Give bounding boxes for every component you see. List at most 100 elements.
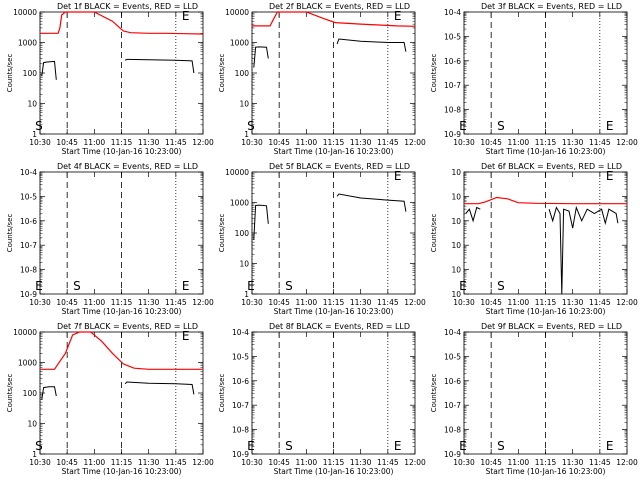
marker-e: E bbox=[394, 439, 402, 453]
y-tick-label: 10-8 bbox=[20, 266, 37, 275]
x-tick-label: 11:00 bbox=[508, 458, 530, 467]
chart-panel-2: Det 2f BLACK = Events, RED = LLD 1 10 100 10… bbox=[218, 2, 426, 156]
y-tick-label: 10-8 bbox=[232, 426, 249, 435]
y-axis-label: Counts/sec bbox=[218, 374, 226, 413]
y-tick-label: 1 bbox=[244, 130, 249, 139]
y-axis-label: Counts/sec bbox=[430, 214, 438, 253]
x-axis-label: Start Time (10-Jan-16 10:23:00) bbox=[486, 147, 606, 156]
marker-s: S bbox=[285, 439, 293, 453]
y-tick-label: 10-4 bbox=[232, 328, 249, 337]
y-tick-label: 10 bbox=[451, 241, 461, 250]
x-tick-label: 12:00 bbox=[404, 298, 426, 307]
series-line-red bbox=[252, 11, 416, 27]
marker-e: E bbox=[35, 279, 43, 293]
x-tick-label: 10:45 bbox=[480, 458, 502, 467]
y-tick-label: 10-6 bbox=[444, 377, 461, 386]
y-tick-label: 10-5 bbox=[444, 32, 461, 41]
y-tick-label: 10000 bbox=[225, 8, 249, 17]
y-tick-label: 100 bbox=[235, 69, 250, 78]
marker-e: E bbox=[459, 119, 467, 133]
y-tick-label: 10 bbox=[239, 100, 249, 109]
x-tick-label: 11:00 bbox=[84, 458, 106, 467]
marker-e: E bbox=[606, 169, 614, 183]
y-tick-label: 100 bbox=[235, 229, 250, 238]
chart-panel-5: Det 5f BLACK = Events, RED = LLD 1 10 100 10… bbox=[218, 162, 426, 316]
series-line-black bbox=[41, 60, 57, 80]
x-tick-label: 11:15 bbox=[111, 298, 133, 307]
chart-panel-9: Det 9f BLACK = Events, RED = LLD 10-9 10-8… bbox=[430, 322, 638, 476]
y-tick-label: 1000 bbox=[230, 39, 249, 48]
x-tick-label: 10:45 bbox=[268, 298, 290, 307]
x-tick-label: 11:00 bbox=[296, 458, 318, 467]
y-tick-label: 10-7 bbox=[444, 401, 461, 410]
x-tick-label: 11:45 bbox=[165, 138, 187, 147]
marker-s: S bbox=[285, 279, 293, 293]
series-line-black bbox=[548, 205, 619, 295]
x-tick-label: 11:15 bbox=[323, 458, 345, 467]
x-tick-label: 10:45 bbox=[56, 298, 78, 307]
x-axis-label: Start Time (10-Jan-16 10:23:00) bbox=[486, 307, 606, 316]
y-tick-label: 10 bbox=[27, 100, 37, 109]
y-axis-label: Counts/sec bbox=[6, 54, 14, 93]
x-axis-label: Start Time (10-Jan-16 10:23:00) bbox=[274, 147, 394, 156]
y-axis-label: Counts/sec bbox=[6, 374, 14, 413]
y-tick-label: 10-9 bbox=[444, 450, 461, 459]
marker-e: E bbox=[247, 439, 255, 453]
chart-panel-8: Det 8f BLACK = Events, RED = LLD 10-9 10-8… bbox=[218, 322, 426, 476]
x-tick-label: 11:30 bbox=[138, 298, 160, 307]
x-tick-label: 10:30 bbox=[453, 458, 475, 467]
x-tick-label: 11:30 bbox=[138, 458, 160, 467]
x-tick-label: 10:45 bbox=[268, 458, 290, 467]
y-tick-label: 10-8 bbox=[444, 426, 461, 435]
y-axis-label: Counts/sec bbox=[430, 54, 438, 93]
y-tick-label: 10-7 bbox=[232, 401, 249, 410]
x-tick-label: 11:00 bbox=[508, 298, 530, 307]
chart-panel-1: Det 1f BLACK = Events, RED = LLD 1 10 100 10… bbox=[6, 2, 214, 156]
y-tick-label: 10000 bbox=[225, 168, 249, 177]
y-tick-label: 10-5 bbox=[20, 192, 37, 201]
x-tick-label: 12:00 bbox=[404, 458, 426, 467]
y-tick-label: 10-4 bbox=[444, 8, 461, 17]
y-tick-label: 100 bbox=[23, 69, 38, 78]
x-tick-label: 11:15 bbox=[111, 138, 133, 147]
chart-panel-7: Det 7f BLACK = Events, RED = LLD 1 10 100 10… bbox=[6, 322, 214, 476]
x-tick-label: 10:30 bbox=[29, 298, 51, 307]
x-tick-label: 11:00 bbox=[296, 298, 318, 307]
y-axis-label: Counts/sec bbox=[218, 214, 226, 253]
y-tick-label: 10-9 bbox=[444, 130, 461, 139]
y-tick-label: 10-8 bbox=[444, 106, 461, 115]
x-tick-label: 11:00 bbox=[296, 138, 318, 147]
y-axis-label: Counts/sec bbox=[6, 214, 14, 253]
series-line-black bbox=[465, 206, 481, 223]
y-tick-label: 10-5 bbox=[232, 352, 249, 361]
series-line-black bbox=[253, 204, 269, 240]
x-tick-label: 11:15 bbox=[323, 298, 345, 307]
chart-panel-4: Det 4f BLACK = Events, RED = LLD 10-9 10-8… bbox=[6, 162, 214, 316]
x-axis-label: Start Time (10-Jan-16 10:23:00) bbox=[62, 307, 182, 316]
marker-e: E bbox=[606, 119, 614, 133]
x-axis-label: Start Time (10-Jan-16 10:23:00) bbox=[62, 147, 182, 156]
marker-e: E bbox=[182, 329, 190, 343]
x-tick-label: 10:30 bbox=[241, 298, 263, 307]
panel-title: Det 8f BLACK = Events, RED = LLD bbox=[269, 322, 410, 331]
x-tick-label: 11:00 bbox=[84, 138, 106, 147]
panel-title: Det 4f BLACK = Events, RED = LLD bbox=[57, 162, 198, 171]
x-tick-label: 11:00 bbox=[84, 298, 106, 307]
y-tick-label: 10-4 bbox=[20, 168, 37, 177]
y-tick-label: 10-9 bbox=[232, 450, 249, 459]
x-tick-label: 11:45 bbox=[589, 458, 611, 467]
x-tick-label: 11:15 bbox=[535, 298, 557, 307]
y-tick-label: 10-7 bbox=[444, 81, 461, 90]
x-tick-label: 10:45 bbox=[268, 138, 290, 147]
marker-e: E bbox=[394, 169, 402, 183]
x-tick-label: 11:15 bbox=[535, 458, 557, 467]
x-tick-label: 11:30 bbox=[562, 138, 584, 147]
x-tick-label: 11:30 bbox=[350, 458, 372, 467]
marker-s: S bbox=[497, 439, 505, 453]
series-line-red bbox=[40, 331, 203, 370]
marker-s: S bbox=[247, 119, 255, 133]
x-tick-label: 11:45 bbox=[165, 458, 187, 467]
y-tick-label: 10 bbox=[451, 168, 461, 177]
x-tick-label: 11:45 bbox=[377, 458, 399, 467]
